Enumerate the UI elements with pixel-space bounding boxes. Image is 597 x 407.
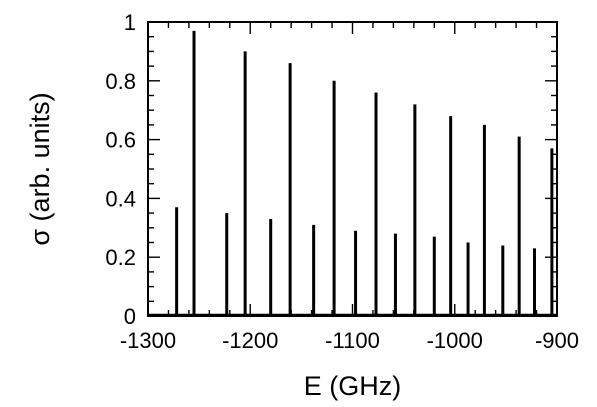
y-tick-label: 0.2	[105, 245, 136, 270]
y-tick-label: 1	[124, 10, 136, 35]
y-tick-label: 0.6	[105, 128, 136, 153]
x-tick-label: -900	[535, 328, 579, 353]
y-axis-label: σ (arb. units)	[25, 92, 55, 245]
y-tick-label: 0	[124, 304, 136, 329]
x-axis-label: E (GHz)	[304, 371, 402, 401]
y-tick-label: 0.4	[105, 186, 136, 211]
tick-labels: -1300 -1200 -1100 -1000 -900 0 0.2 0.4 0.6 0.8 1	[105, 10, 579, 353]
x-tick-label: -1100	[325, 328, 380, 353]
peaks	[148, 30, 557, 316]
tick-marks	[147, 21, 558, 317]
y-tick-label: 0.8	[105, 69, 136, 94]
x-tick-label: -1200	[222, 328, 278, 353]
x-tick-label: -1000	[427, 328, 483, 353]
x-tick-label: -1300	[120, 328, 176, 353]
plot-frame	[147, 21, 558, 317]
